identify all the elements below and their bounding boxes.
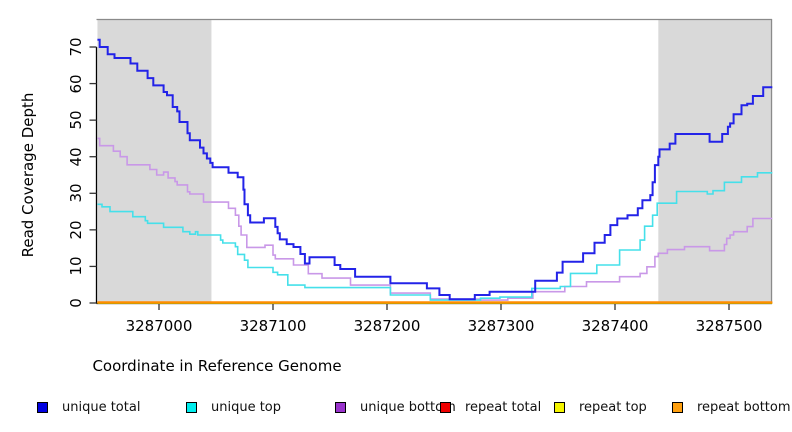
legend-label: unique total <box>62 400 141 415</box>
x-tick-label: 3287400 <box>581 317 649 335</box>
shaded-region <box>97 19 212 303</box>
legend-swatch-icon <box>440 402 451 413</box>
legend-label: repeat bottom <box>697 400 791 415</box>
legend-swatch-icon <box>186 402 197 413</box>
legend: unique total unique top unique bottom repea… <box>0 400 792 418</box>
y-tick-label: 20 <box>67 220 85 240</box>
y-axis-title: Read Coverage Depth <box>19 92 37 258</box>
x-tick-label: 3287000 <box>125 317 193 335</box>
legend-swatch-icon <box>37 402 48 413</box>
legend-swatch-icon <box>335 402 346 413</box>
y-tick-label: 70 <box>67 37 85 57</box>
y-tick-label: 30 <box>67 183 85 203</box>
legend-label: repeat top <box>579 400 647 415</box>
legend-label: unique top <box>211 400 282 415</box>
y-tick-label: 10 <box>67 256 85 276</box>
series-line-unique-top <box>97 172 773 301</box>
legend-label: repeat total <box>465 400 542 415</box>
series-line-unique-total <box>97 38 773 301</box>
x-tick-label: 3287300 <box>467 317 535 335</box>
x-axis-title: Coordinate in Reference Genome <box>92 357 342 375</box>
legend-swatch-icon <box>554 402 565 413</box>
x-tick-label: 3287200 <box>353 317 421 335</box>
x-tick-label: 3287500 <box>695 317 763 335</box>
shaded-region <box>658 19 773 303</box>
series-line-unique-bottom <box>97 137 773 301</box>
y-tick-label: 40 <box>67 147 85 167</box>
legend-label: unique bottom <box>360 400 456 415</box>
x-tick-label: 3287100 <box>239 317 307 335</box>
y-tick-label: 50 <box>67 110 85 130</box>
y-tick-label: 60 <box>67 74 85 94</box>
legend-swatch-icon <box>672 402 683 413</box>
y-tick-label: 0 <box>67 298 85 308</box>
x-axis-title-row: Coordinate in Reference Genome <box>0 357 792 375</box>
